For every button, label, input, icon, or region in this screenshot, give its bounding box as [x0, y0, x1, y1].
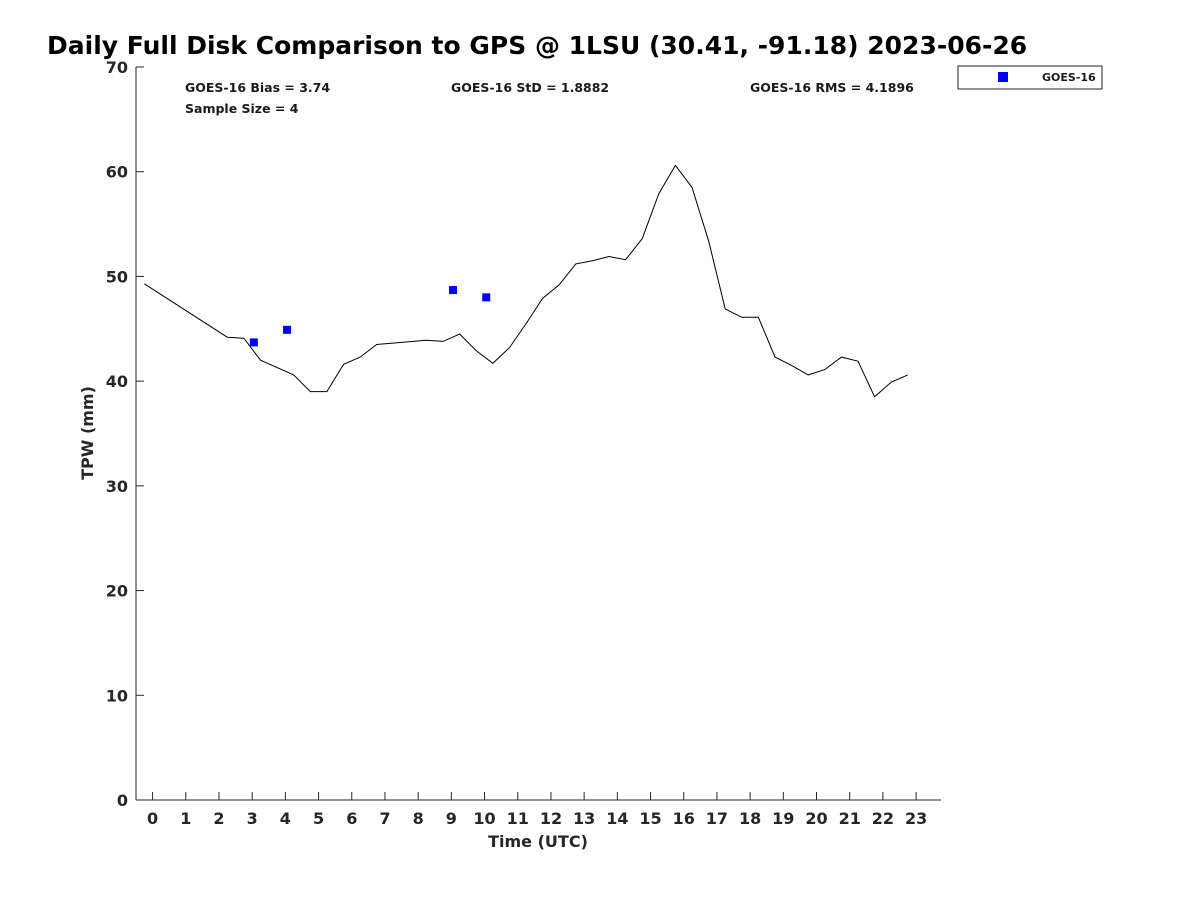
- x-tick-label: 10: [473, 809, 495, 828]
- x-tick-label: 22: [872, 809, 894, 828]
- legend-marker-goes16: [998, 72, 1008, 82]
- x-tick-label: 15: [639, 809, 661, 828]
- x-tick-label: 20: [805, 809, 827, 828]
- x-axis-label: Time (UTC): [488, 832, 588, 851]
- x-tick-label: 0: [147, 809, 158, 828]
- x-tick-label: 5: [313, 809, 324, 828]
- y-tick-label: 70: [106, 58, 128, 77]
- x-tick-label: 9: [446, 809, 457, 828]
- x-tick-label: 11: [507, 809, 529, 828]
- goes16-point: [449, 286, 458, 295]
- x-tick-label: 18: [739, 809, 761, 828]
- y-tick-label: 40: [106, 372, 128, 391]
- x-tick-label: 7: [379, 809, 390, 828]
- rms-stat: GOES-16 RMS = 4.1896: [750, 80, 914, 95]
- gps-tpw-line: [144, 164, 909, 398]
- sample-size-stat: Sample Size = 4: [185, 101, 299, 116]
- x-tick-label: 12: [540, 809, 562, 828]
- x-tick-label: 23: [905, 809, 927, 828]
- y-tick-label: 30: [106, 477, 128, 496]
- goes16-point: [249, 338, 258, 347]
- legend-box: [957, 65, 1103, 90]
- y-tick-label: 20: [106, 582, 128, 601]
- x-tick-label: 21: [839, 809, 861, 828]
- std-stat: GOES-16 StD = 1.8882: [451, 80, 609, 95]
- y-tick-label: 0: [117, 791, 128, 810]
- y-tick-label: 60: [106, 163, 128, 182]
- x-tick-label: 6: [346, 809, 357, 828]
- plot-area: [144, 164, 909, 398]
- y-axis-ticks: 0 10 20 30 40 50 60 70: [106, 58, 144, 810]
- y-tick-label: 10: [106, 686, 128, 705]
- x-tick-label: 2: [213, 809, 224, 828]
- x-axis-ticks: 0 1 2 3 4 5 6 7 8 9 10 11 12 13 14 15 16 17 18 19 20 21 22 23: [147, 792, 927, 828]
- chart-title: Daily Full Disk Comparison to GPS @ 1LSU…: [47, 31, 1027, 60]
- goes16-point: [482, 293, 491, 302]
- goes16-point: [283, 325, 292, 334]
- y-tick-label: 50: [106, 267, 128, 286]
- bias-stat: GOES-16 Bias = 3.74: [185, 80, 330, 95]
- legend: GOES-16: [957, 65, 1103, 90]
- y-axis-label: TPW (mm): [78, 386, 97, 480]
- x-tick-label: 3: [247, 809, 258, 828]
- x-tick-label: 4: [280, 809, 291, 828]
- legend-label-goes16: GOES-16: [1042, 71, 1096, 84]
- x-tick-label: 13: [573, 809, 595, 828]
- x-tick-label: 16: [673, 809, 695, 828]
- x-tick-label: 17: [706, 809, 728, 828]
- x-tick-label: 19: [772, 809, 794, 828]
- x-tick-label: 14: [606, 809, 628, 828]
- x-tick-label: 8: [413, 809, 424, 828]
- x-tick-label: 1: [180, 809, 191, 828]
